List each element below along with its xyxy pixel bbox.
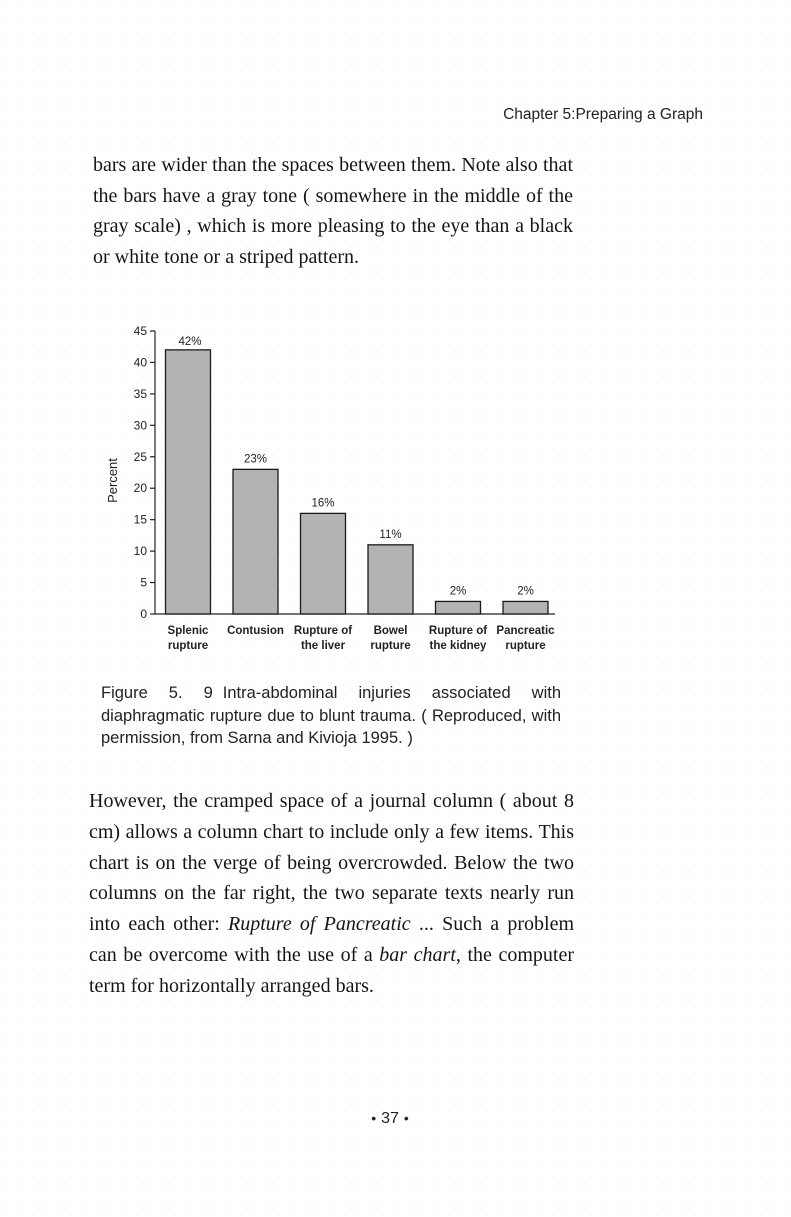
bullet-dot: • bbox=[371, 1110, 377, 1126]
page-number-value: 37 bbox=[381, 1110, 399, 1127]
italic-term-pancreatic: Rupture of Pancreatic bbox=[228, 913, 411, 936]
y-tick-label: 20 bbox=[134, 481, 148, 495]
x-tick-label: rupture bbox=[505, 640, 545, 652]
paragraph-text: , the computer term for horizontally arr… bbox=[89, 943, 574, 997]
x-tick-label: Pancreatic bbox=[496, 625, 555, 637]
y-tick-label: 5 bbox=[140, 576, 147, 590]
running-head: Chapter 5:Preparing a Graph bbox=[503, 106, 703, 123]
x-tick-label: Rupture of bbox=[294, 625, 352, 637]
y-tick-label: 0 bbox=[140, 607, 147, 621]
chart-svg: 0 5 10 15 20 25 30 35 40 45 Percent 42% 23% 16% 11% 2%… bbox=[105, 324, 556, 652]
x-tick-label: the kidney bbox=[430, 640, 487, 652]
y-tick-label: 40 bbox=[134, 355, 148, 369]
bar bbox=[434, 600, 482, 615]
y-tick-label: 25 bbox=[134, 450, 148, 464]
y-tick-label: 10 bbox=[134, 544, 148, 558]
x-tick-label: rupture bbox=[370, 640, 410, 652]
data-labels: 42% 23% 16% 11% 2% 2% bbox=[178, 336, 533, 597]
column-chart: 0 5 10 15 20 25 30 35 40 45 Percent 42% 23% 16% 11% 2%… bbox=[95, 318, 575, 668]
bar bbox=[502, 600, 549, 615]
x-tick-label: rupture bbox=[168, 640, 208, 652]
figure-caption-text: Intra-abdominal injuries associated with… bbox=[101, 684, 561, 747]
italic-term-bar-chart: bar chart bbox=[379, 943, 456, 966]
y-axis-title: Percent bbox=[105, 458, 120, 503]
x-tick-label: the liver bbox=[301, 640, 346, 652]
y-tick-label: 45 bbox=[134, 324, 148, 338]
data-label: 16% bbox=[311, 497, 334, 509]
bar bbox=[367, 544, 414, 615]
y-axis: 0 5 10 15 20 25 30 35 40 45 Percent bbox=[105, 324, 555, 621]
bar bbox=[232, 468, 279, 615]
data-label: 42% bbox=[178, 336, 201, 348]
x-tick-label: Contusion bbox=[227, 625, 284, 637]
figure-caption: Figure 5. 9 Intra-abdominal injuries asso… bbox=[101, 682, 561, 750]
bars bbox=[164, 349, 549, 615]
y-tick-label: 35 bbox=[134, 387, 148, 401]
data-label: 11% bbox=[379, 529, 401, 541]
paragraph-text: bars are wider than the spaces between t… bbox=[93, 154, 573, 268]
y-tick-label: 30 bbox=[134, 418, 148, 432]
x-tick-label: Bowel bbox=[374, 625, 408, 637]
x-tick-label: Rupture of bbox=[429, 625, 487, 637]
y-tick-label: 15 bbox=[134, 513, 148, 527]
paragraph-text: However, the cramped space of a journal … bbox=[89, 790, 574, 936]
ellipsis: ... bbox=[418, 913, 434, 936]
x-tick-label: Splenic bbox=[168, 625, 210, 637]
bar bbox=[164, 349, 212, 615]
paragraph-text: Such a problem can be overcome with the … bbox=[89, 913, 575, 966]
bar bbox=[299, 512, 347, 615]
data-label: 23% bbox=[244, 453, 267, 465]
x-axis-labels: Splenic rupture Contusion Rupture of the liv… bbox=[168, 625, 556, 652]
body-paragraph-2: However, the cramped space of a journal … bbox=[89, 786, 574, 1002]
page-number: • 37 • bbox=[0, 1110, 780, 1128]
body-paragraph-1: bars are wider than the spaces between t… bbox=[93, 150, 573, 272]
data-label: 2% bbox=[517, 585, 534, 597]
figure-label: Figure 5. 9 bbox=[101, 684, 213, 702]
bullet-dot: • bbox=[403, 1110, 409, 1126]
data-label: 2% bbox=[450, 585, 467, 597]
